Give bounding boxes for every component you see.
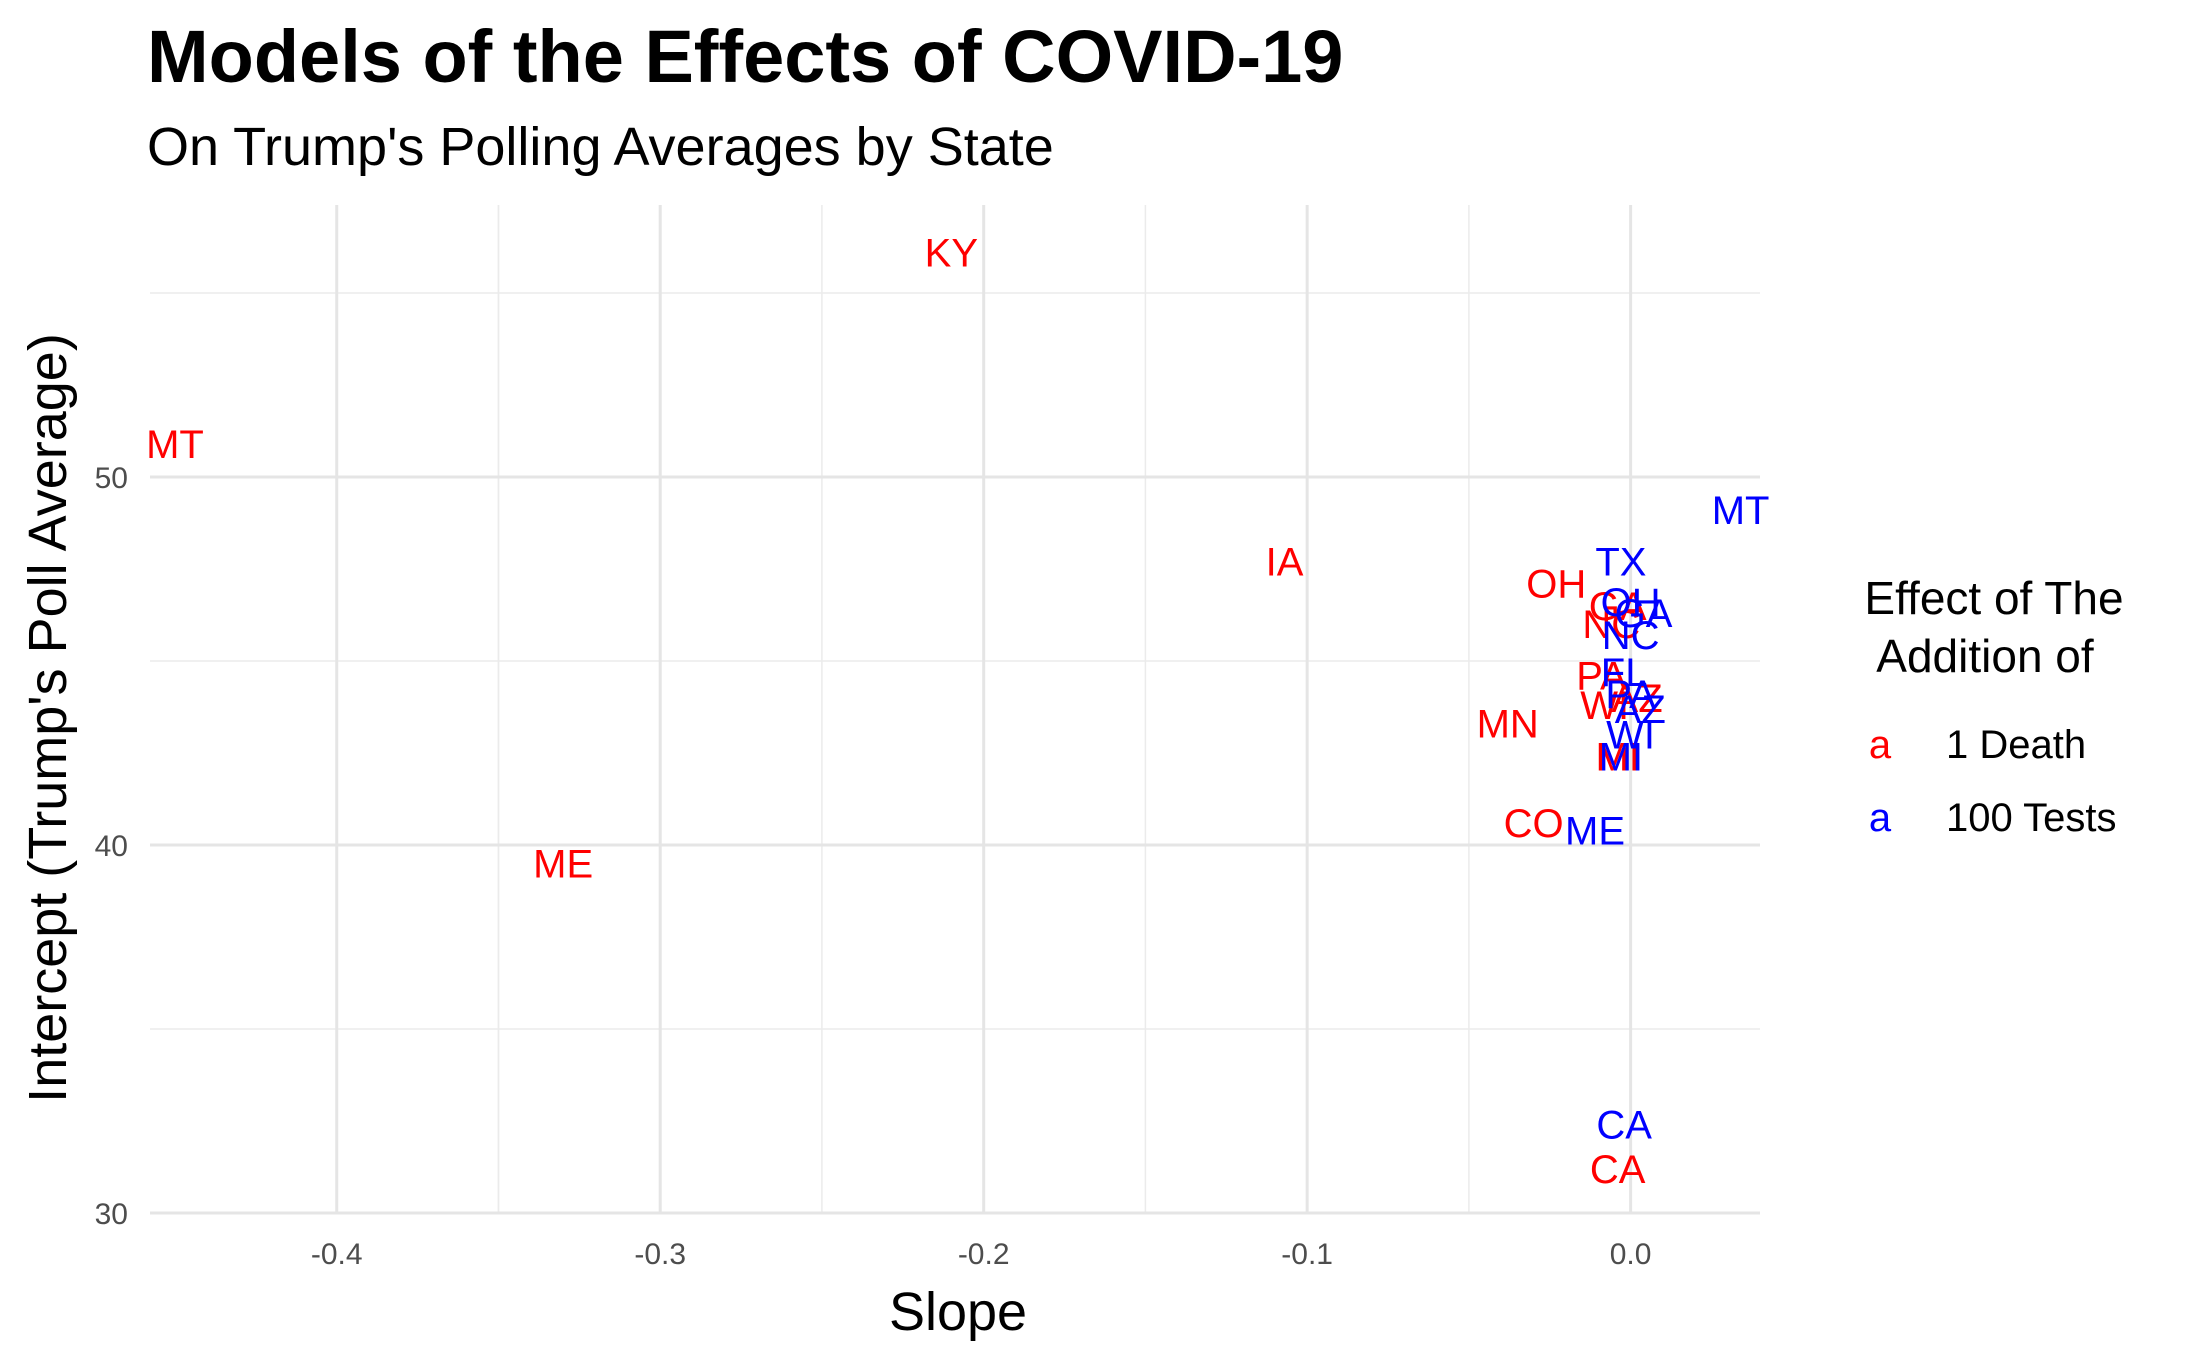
data-point-label: CA: [1596, 1104, 1652, 1148]
data-point-label: WI: [1580, 684, 1629, 728]
data-point-label: IA: [1266, 541, 1304, 585]
data-point-label: CO: [1504, 802, 1564, 846]
data-point-label: MI: [1599, 736, 1643, 780]
data-point-label: FL: [1601, 651, 1648, 695]
x-tick-label: -0.1: [1281, 1238, 1333, 1271]
data-point-label: NC: [1582, 603, 1640, 647]
data-point-label: TX: [1595, 541, 1646, 585]
x-tick-label: -0.4: [311, 1238, 363, 1271]
y-tick-label: 50: [95, 462, 128, 495]
data-point-label: PA: [1576, 655, 1627, 699]
data-point-label: MT: [146, 423, 204, 467]
data-point-label: GA: [1615, 592, 1673, 636]
data-point-label: GA: [1589, 585, 1647, 629]
data-point-label: OH: [1601, 581, 1661, 625]
data-point-label: CA: [1590, 1148, 1646, 1192]
data-point-label: MI: [1595, 736, 1639, 780]
legend-key: a: [1869, 796, 1892, 840]
y-tick-label: 40: [95, 830, 128, 863]
x-axis-title: Slope: [889, 1282, 1027, 1342]
data-point-label: PA: [1605, 673, 1656, 717]
data-point-label: AZ: [1615, 688, 1666, 732]
data-point-label: KY: [925, 232, 978, 276]
data-point-label: NC: [1602, 614, 1660, 658]
y-axis-title: Intercept (Trump's Poll Average): [18, 333, 78, 1103]
data-point-label: ME: [1565, 809, 1625, 853]
data-point-label: ME: [533, 842, 593, 886]
legend-title-line-1: Effect of The: [1864, 572, 2123, 624]
legend: Effect of The Addition of a 1 Death a 100 T…: [1864, 572, 2123, 840]
legend-key: a: [1869, 723, 1892, 767]
legend-label: 100 Tests: [1946, 796, 2117, 840]
legend-entries: a 1 Death a 100 Tests: [1869, 723, 2117, 840]
grid: [150, 205, 1760, 1215]
data-point-label: OH: [1526, 563, 1586, 607]
legend-label: 1 Death: [1946, 723, 2086, 767]
data-point-label: MN: [1477, 703, 1539, 747]
legend-title-line-2: Addition of: [1876, 630, 2094, 682]
x-tick-label: -0.2: [958, 1238, 1010, 1271]
chart-subtitle: On Trump's Polling Averages by State: [147, 117, 1054, 177]
x-tick-label: -0.3: [634, 1238, 686, 1271]
y-tick-label: 30: [95, 1198, 128, 1231]
chart-title: Models of the Effects of COVID-19: [147, 15, 1343, 98]
x-axis-ticks: -0.4 -0.3 -0.2 -0.1 0.0: [311, 1238, 1652, 1271]
data-point-label: WI: [1606, 714, 1655, 758]
x-tick-label: 0.0: [1610, 1238, 1652, 1271]
data-point-label: AZ: [1612, 677, 1663, 721]
data-point-label: MT: [1712, 489, 1770, 533]
y-axis-ticks: 30 40 50: [95, 462, 128, 1231]
data-points: MTKYIAOHGANCPAAZWIMNMICOMECAMTTXOHGANCFL…: [146, 232, 1769, 1192]
